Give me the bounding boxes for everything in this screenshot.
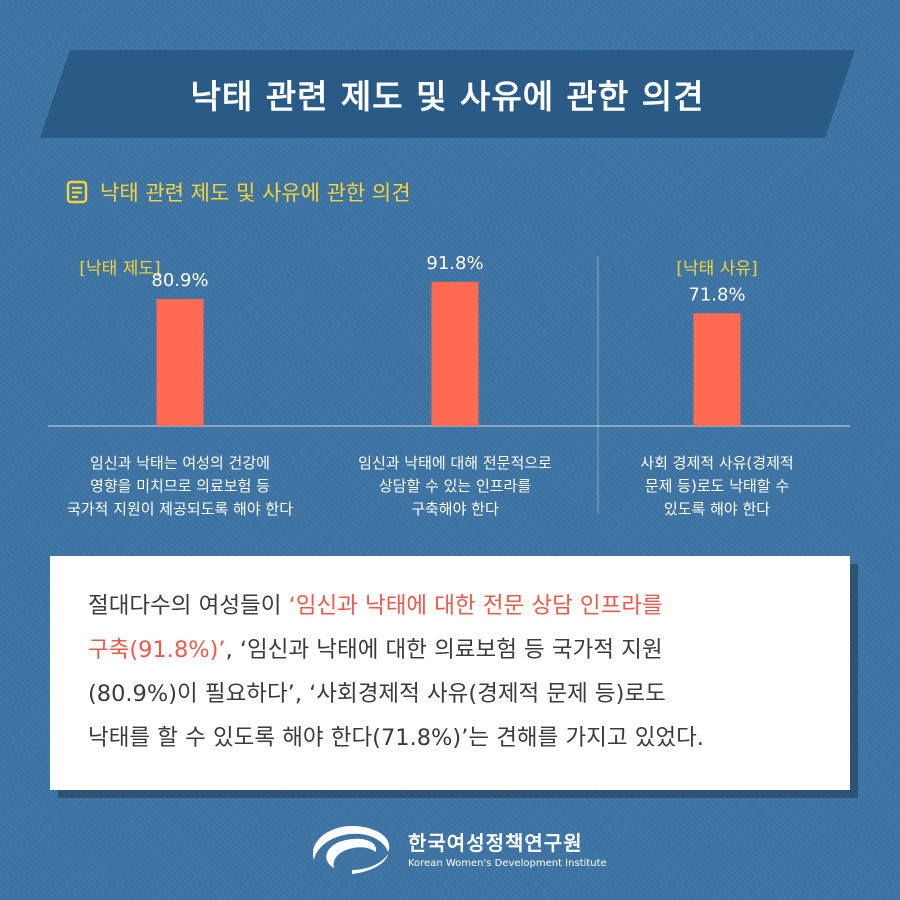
category-label: 국가적 지원이 제공되도록 해야 한다 (67, 500, 293, 518)
group-label: [낙태 사유] (676, 259, 757, 279)
org-name-en: Korean Women's Development Institute (408, 858, 607, 869)
summary-line3: (80.9%)이 필요하다’, ‘사회경제적 사유(경제적 문제 등)로도 (88, 681, 666, 707)
group-label: [낙태 제도] (79, 259, 160, 279)
category-label: 문제 등)로도 낙태할 수 (645, 477, 789, 495)
summary-line2-highlight: 구축(91.8%)’ (88, 637, 226, 663)
bar (156, 298, 204, 426)
summary-line2-plain: , ‘임신과 낙태에 대한 의료보험 등 국가적 지원 (225, 637, 663, 663)
summary-line4: 낙태를 할 수 있도록 해야 한다(71.8%)’는 견해를 가지고 있었다. (88, 725, 704, 751)
category-label: 임신과 낙태는 여성의 건강에 (90, 454, 270, 472)
chart-subtitle-text: 낙태 관련 제도 및 사유에 관한 의견 (100, 181, 411, 205)
summary-text: 절대다수의 여성들이 ‘임신과 낙태에 대한 전문 상담 인프라를 구축(91.… (88, 584, 828, 760)
title-banner (40, 50, 855, 138)
bar (693, 313, 741, 426)
summary-line1-highlight: ‘임신과 낙태에 대한 전문 상담 인프라를 (288, 593, 663, 619)
category-label: 임신과 낙태에 대해 전문적으로 (358, 454, 552, 472)
category-label: 있도록 해야 한다 (664, 500, 770, 518)
category-label: 구축해야 한다 (411, 500, 499, 518)
category-label: 영향을 미치므로 의료보험 등 (90, 477, 270, 495)
value-label: 80.9% (151, 270, 208, 291)
category-label: 사회 경제적 사유(경제적 (640, 454, 793, 472)
kwdi-logo-icon (312, 826, 390, 874)
document-icon (66, 180, 88, 204)
org-name: 한국여성정책연구원 (408, 831, 583, 855)
page-title: 낙태 관련 제도 및 사유에 관한 의견 (190, 77, 705, 116)
summary-card: 절대다수의 여성들이 ‘임신과 낙태에 대한 전문 상담 인프라를 구축(91.… (50, 556, 850, 790)
value-label: 91.8% (426, 253, 483, 274)
category-label: 상담할 수 있는 인프라를 (379, 477, 532, 495)
bar (431, 281, 479, 426)
footer: 한국여성정책연구원 Korean Women's Development Ins… (306, 818, 607, 878)
value-label: 71.8% (688, 284, 745, 305)
summary-line1-plain: 절대다수의 여성들이 (88, 593, 289, 619)
chart-subtitle: 낙태 관련 제도 및 사유에 관한 의견 (66, 176, 411, 208)
